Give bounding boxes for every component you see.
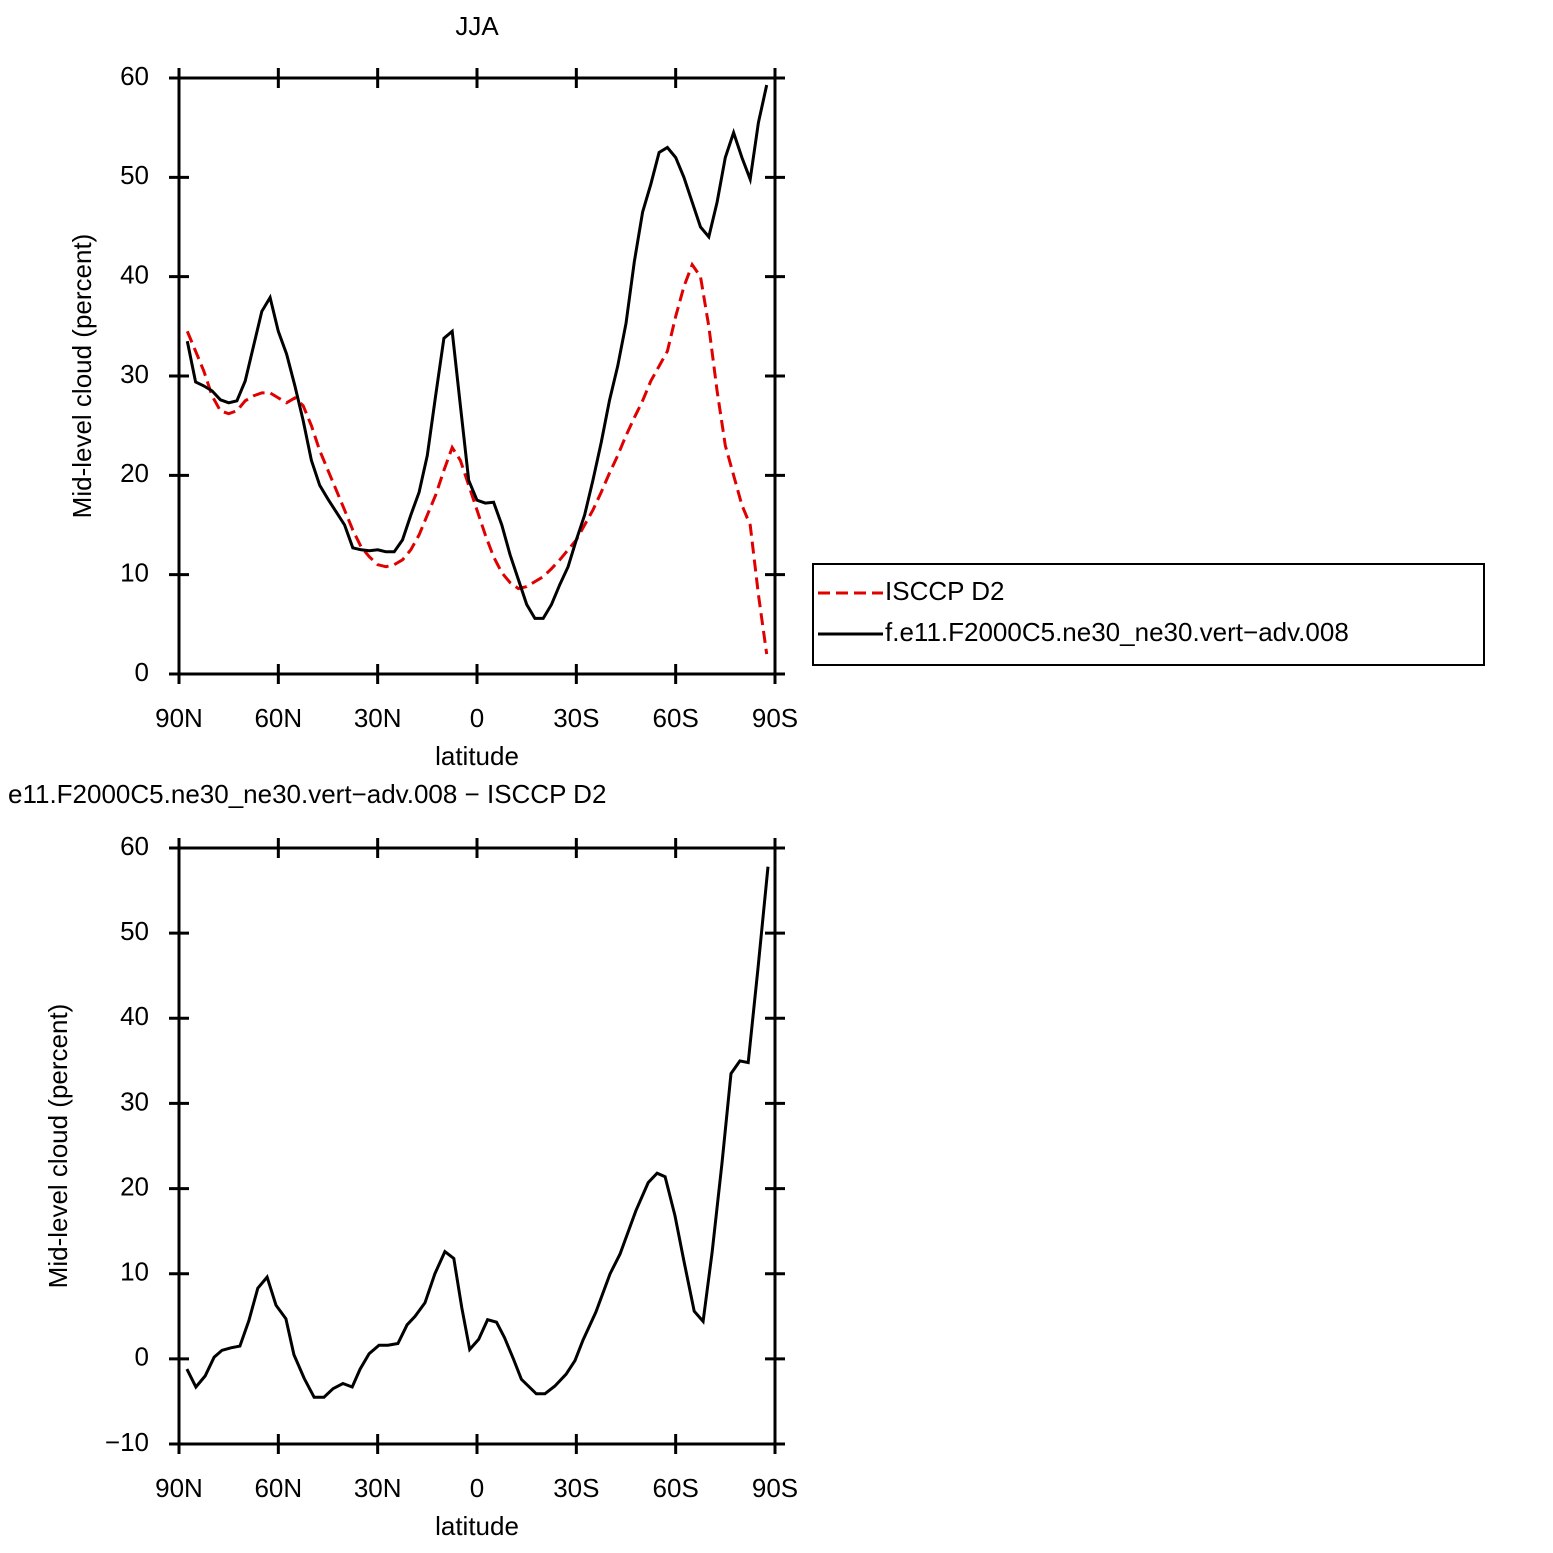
y-tick-label: 60 xyxy=(120,831,149,861)
y-tick-label: 20 xyxy=(120,1171,149,1201)
legend-box xyxy=(812,563,1485,666)
y-tick-label: 60 xyxy=(120,61,149,91)
x-tick-label: 60N xyxy=(254,1473,302,1503)
y-tick-label: 0 xyxy=(135,1342,149,1372)
plot-frame xyxy=(177,846,777,1446)
y-tick-label: 40 xyxy=(120,1001,149,1031)
x-tick-label: 30S xyxy=(553,1473,599,1503)
y-tick-label: 10 xyxy=(120,1257,149,1287)
chart-title: JJA xyxy=(455,11,499,41)
x-tick-label: 60S xyxy=(653,703,699,733)
y-axis-label: Mid-level cloud (percent) xyxy=(67,234,97,519)
x-tick-label: 90N xyxy=(155,703,203,733)
plot-frame xyxy=(177,76,777,676)
x-tick-label: 60N xyxy=(254,703,302,733)
y-tick-label: 30 xyxy=(120,1086,149,1116)
x-tick-label: 90N xyxy=(155,1473,203,1503)
x-tick-label: 90S xyxy=(752,1473,798,1503)
x-tick-label: 0 xyxy=(470,1473,484,1503)
y-tick-label: 50 xyxy=(120,916,149,946)
y-tick-label: −10 xyxy=(105,1427,149,1457)
y-axis-label: Mid-level cloud (percent) xyxy=(43,1004,73,1289)
y-tick-label: 20 xyxy=(120,458,149,488)
chart-title: e11.F2000C5.ne30_ne30.vert−adv.008 − ISC… xyxy=(8,779,606,809)
legend-label: ISCCP D2 xyxy=(885,576,1004,606)
x-axis-label: latitude xyxy=(435,741,519,771)
y-tick-label: 30 xyxy=(120,359,149,389)
y-tick-label: 0 xyxy=(135,657,149,687)
x-tick-label: 90S xyxy=(752,703,798,733)
x-tick-label: 30N xyxy=(354,1473,402,1503)
data-line xyxy=(185,84,769,620)
x-tick-label: 30N xyxy=(354,703,402,733)
data-line xyxy=(185,866,770,1399)
x-tick-label: 60S xyxy=(653,1473,699,1503)
x-tick-label: 0 xyxy=(470,703,484,733)
y-tick-label: 40 xyxy=(120,260,149,290)
y-tick-label: 10 xyxy=(120,558,149,588)
x-tick-label: 30S xyxy=(553,703,599,733)
x-axis-label: latitude xyxy=(435,1511,519,1541)
legend-label: f.e11.F2000C5.ne30_ne30.vert−adv.008 xyxy=(885,617,1349,647)
data-line xyxy=(185,261,769,655)
y-tick-label: 50 xyxy=(120,160,149,190)
